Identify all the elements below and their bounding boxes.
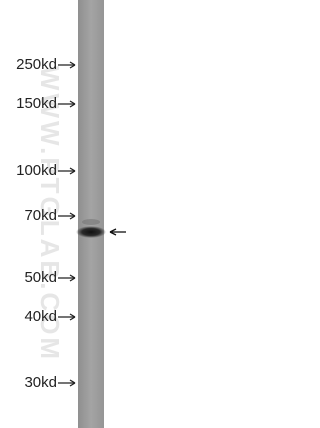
marker-arrow [58,100,76,108]
marker-label: 150kd [16,95,57,112]
arrow-head [69,61,76,69]
arrow-head [69,167,76,175]
watermark: WWW.PTGLAB.COM [35,66,65,362]
marker-label: 70kd [24,207,57,224]
marker-arrow [58,313,76,321]
arrow-head [69,212,76,220]
marker-arrow [58,61,76,69]
lane [78,0,104,428]
arrow-head [69,100,76,108]
arrow-head [69,379,76,387]
band [76,226,106,238]
arrow-head [69,313,76,321]
marker-arrow [58,212,76,220]
marker-label: 250kd [16,56,57,73]
marker-label: 100kd [16,162,57,179]
blot-image: WWW.PTGLAB.COM 250kd 150kd 100kd 70kd 50kd 40… [16,0,126,428]
marker-label: 40kd [24,308,57,325]
marker-arrow [58,379,76,387]
marker-arrow [58,274,76,282]
marker-arrow [58,167,76,175]
faint-band [82,219,100,225]
band-arrow [109,228,126,236]
marker-label: 50kd [24,269,57,286]
arrow-head [69,274,76,282]
marker-label: 30kd [24,374,57,391]
